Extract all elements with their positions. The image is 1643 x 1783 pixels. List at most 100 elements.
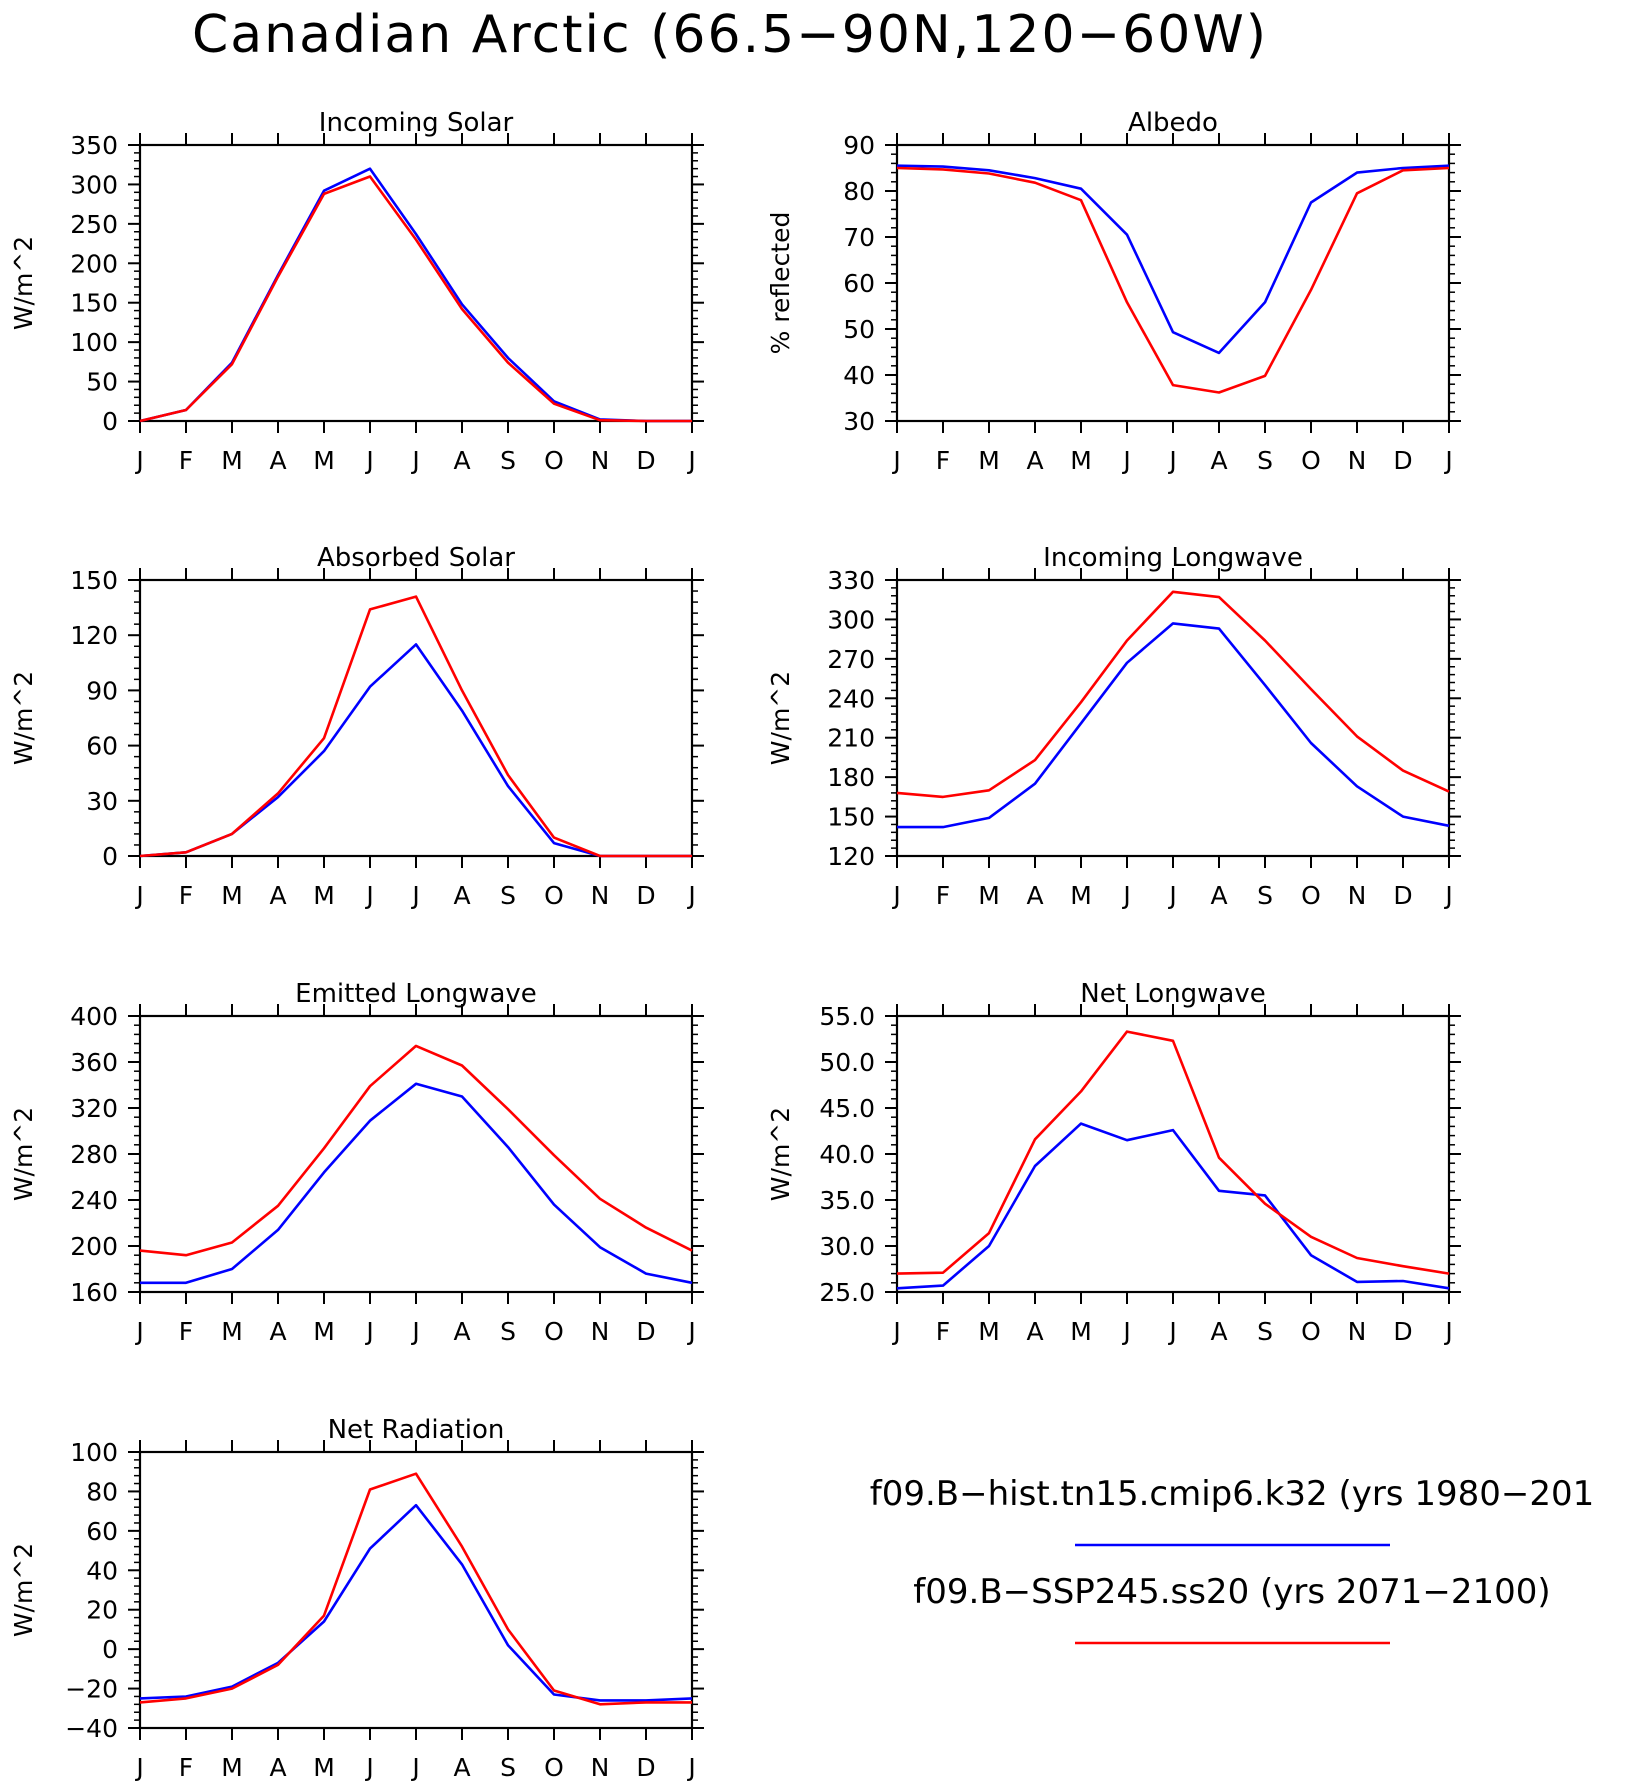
plot-frame	[895, 578, 1451, 858]
x-tick-label: S	[500, 881, 516, 910]
y-tick-label: 150	[70, 566, 118, 595]
x-tick-label: A	[269, 881, 286, 910]
x-tick-label: A	[453, 446, 470, 475]
x-tick-label: A	[269, 1317, 286, 1346]
panel-title: Albedo	[1128, 108, 1218, 138]
y-tick-label: 70	[843, 223, 875, 252]
series-line-ssp	[139, 1044, 693, 1257]
x-tick-label: J	[686, 1317, 695, 1346]
y-tick-label: 30.0	[819, 1232, 875, 1261]
plot-frame	[895, 1014, 1451, 1294]
y-tick-label: 60	[86, 732, 118, 761]
x-tick-label: J	[1167, 881, 1176, 910]
x-tick-label: D	[1393, 1317, 1412, 1346]
panel-6: J F M A M J J A S O N D J25.030.035.040.045.050.055.…	[766, 979, 1461, 1346]
x-tick-label: J	[686, 446, 695, 475]
x-tick-label: A	[1026, 881, 1043, 910]
series-line-ssp	[139, 1472, 692, 1706]
x-tick-label: J	[1443, 881, 1452, 910]
panel-title: Net Longwave	[1080, 979, 1265, 1009]
panel-title: Absorbed Solar	[317, 543, 515, 573]
y-tick-label: 400	[70, 1002, 118, 1031]
panel-4: J F M A M J J A S O N D J120150180210240270300330Inc…	[766, 543, 1461, 910]
series-line-ssp	[139, 175, 692, 423]
y-tick-label: 250	[70, 210, 118, 239]
y-tick-label: 300	[70, 170, 118, 199]
y-axis-label: W/m^2	[9, 1107, 38, 1201]
x-tick-label: J	[364, 1317, 373, 1346]
x-tick-label: J	[364, 1753, 373, 1782]
y-tick-label: 25.0	[819, 1278, 875, 1307]
x-tick-label: A	[453, 1753, 470, 1782]
y-tick-label: 270	[827, 645, 875, 674]
y-axis-label: W/m^2	[766, 1107, 795, 1201]
x-tick-label: M	[313, 881, 335, 910]
x-tick-label: J	[891, 446, 900, 475]
x-tick-label: A	[1026, 1317, 1043, 1346]
x-tick-label: J	[1167, 446, 1176, 475]
x-tick-label: D	[636, 446, 655, 475]
y-tick-label: 120	[70, 621, 118, 650]
x-tick-label: M	[978, 446, 1000, 475]
x-tick-label: F	[179, 881, 193, 910]
x-tick-label: F	[936, 446, 950, 475]
y-axis-label: W/m^2	[9, 1543, 38, 1637]
x-tick-label: J	[134, 881, 143, 910]
x-tick-label: J	[1121, 446, 1130, 475]
series-line-hist	[897, 622, 1450, 829]
series-line-ssp	[896, 590, 1450, 799]
x-tick-label: S	[500, 446, 516, 475]
x-tick-label: J	[364, 446, 373, 475]
series-line-hist	[139, 1503, 693, 1702]
y-axis-label: % reflected	[766, 212, 795, 355]
x-tick-label: D	[1393, 446, 1412, 475]
main-title: Canadian Arctic (66.5−90N,120−60W)	[192, 5, 1268, 65]
x-tick-label: A	[1210, 881, 1227, 910]
x-tick-label: M	[1070, 1317, 1092, 1346]
panel-1: J F M A M J J A S O N D J050100150200250300350Incomi…	[9, 108, 704, 475]
x-tick-label: A	[1210, 446, 1227, 475]
y-tick-label: −40	[65, 1714, 118, 1743]
y-tick-label: 30	[843, 407, 875, 436]
y-tick-label: 120	[827, 842, 875, 871]
y-tick-label: 160	[70, 1278, 118, 1307]
y-axis-label: W/m^2	[766, 671, 795, 765]
series-line-ssp	[139, 595, 692, 858]
y-tick-label: 45.0	[819, 1094, 875, 1123]
y-tick-label: 50.0	[819, 1048, 875, 1077]
x-tick-label: M	[313, 446, 335, 475]
x-tick-label: N	[591, 1317, 610, 1346]
x-tick-label: D	[1393, 881, 1412, 910]
x-tick-label: J	[1121, 881, 1130, 910]
x-tick-label: S	[1257, 1317, 1273, 1346]
y-tick-label: −20	[65, 1675, 118, 1704]
x-tick-label: O	[544, 881, 564, 910]
x-tick-label: J	[891, 881, 900, 910]
panel-title: Incoming Solar	[319, 108, 514, 138]
x-tick-label: J	[134, 1317, 143, 1346]
plot-frame	[895, 143, 1451, 423]
y-tick-label: 35.0	[819, 1186, 875, 1215]
x-tick-label: M	[221, 446, 243, 475]
plot-frame	[138, 1014, 694, 1294]
x-tick-label: J	[410, 1753, 419, 1782]
x-tick-label: N	[591, 1753, 610, 1782]
y-tick-label: 40	[843, 361, 875, 390]
series-line-hist	[896, 164, 1450, 355]
x-tick-label: M	[978, 881, 1000, 910]
x-tick-label: A	[1210, 1317, 1227, 1346]
series-line-hist	[139, 643, 692, 858]
x-tick-label: J	[410, 446, 419, 475]
x-tick-label: N	[1348, 446, 1367, 475]
x-tick-label: F	[936, 881, 950, 910]
x-tick-label: M	[1070, 446, 1092, 475]
x-tick-label: N	[591, 881, 610, 910]
y-tick-label: 30	[86, 787, 118, 816]
x-tick-label: J	[410, 881, 419, 910]
x-tick-label: S	[1257, 881, 1273, 910]
legend: f09.B−hist.tn15.cmip6.k32 (yrs 1980−201 …	[870, 1474, 1594, 1645]
x-tick-label: J	[686, 1753, 695, 1782]
x-tick-label: M	[978, 1317, 1000, 1346]
y-tick-label: 60	[843, 269, 875, 298]
